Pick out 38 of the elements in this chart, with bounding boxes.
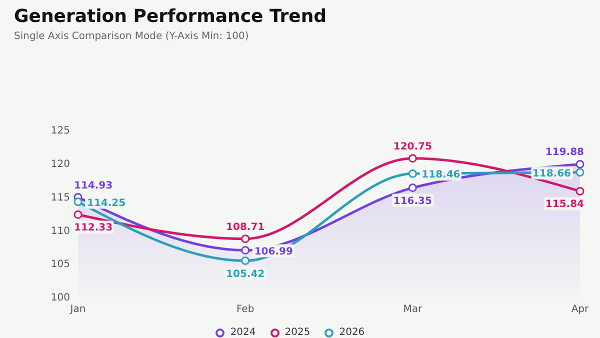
- data-label: 108.71: [226, 222, 265, 233]
- point: [408, 154, 417, 163]
- x-tick-label: Apr: [571, 304, 590, 316]
- x-tick-label: Mar: [403, 304, 423, 316]
- data-label: 116.35: [393, 196, 432, 207]
- point: [74, 198, 82, 206]
- chart-title: Generation Performance Trend: [14, 6, 327, 27]
- y-tick-label: 125: [50, 126, 70, 137]
- point: [241, 234, 250, 244]
- y-tick-label: 115: [50, 192, 70, 204]
- y-tick-label: 105: [50, 259, 70, 270]
- data-label: 105.42: [226, 268, 265, 280]
- point: [576, 168, 584, 177]
- data-label: 119.88: [545, 147, 584, 158]
- x-tick-label: Feb: [236, 304, 254, 316]
- data-label: 112.33: [74, 222, 113, 234]
- point: [241, 256, 250, 266]
- legend-label: 2026: [338, 327, 365, 338]
- data-label: 106.99: [254, 246, 293, 258]
- point: [241, 246, 250, 255]
- point: [408, 184, 417, 192]
- y-tick-label: 120: [50, 158, 70, 170]
- y-tick-label: 110: [50, 226, 70, 237]
- y-tick-label: 100: [50, 292, 70, 304]
- point: [408, 169, 417, 178]
- data-label: 118.46: [422, 170, 460, 181]
- data-label: 115.84: [545, 199, 584, 210]
- data-label: 118.66: [532, 168, 572, 180]
- data-label: 120.75: [393, 141, 432, 152]
- point: [576, 186, 584, 196]
- chart-subtitle: Single Axis Comparison Mode (Y-Axis Min: 100): [14, 31, 249, 42]
- legend-label: 2025: [284, 327, 310, 338]
- point: [74, 210, 82, 219]
- data-label: 114.25: [87, 198, 126, 209]
- data-label: 114.93: [74, 180, 113, 192]
- x-tick-label: Jan: [69, 304, 86, 316]
- legend-label: 2024: [229, 327, 256, 338]
- point: [576, 160, 584, 168]
